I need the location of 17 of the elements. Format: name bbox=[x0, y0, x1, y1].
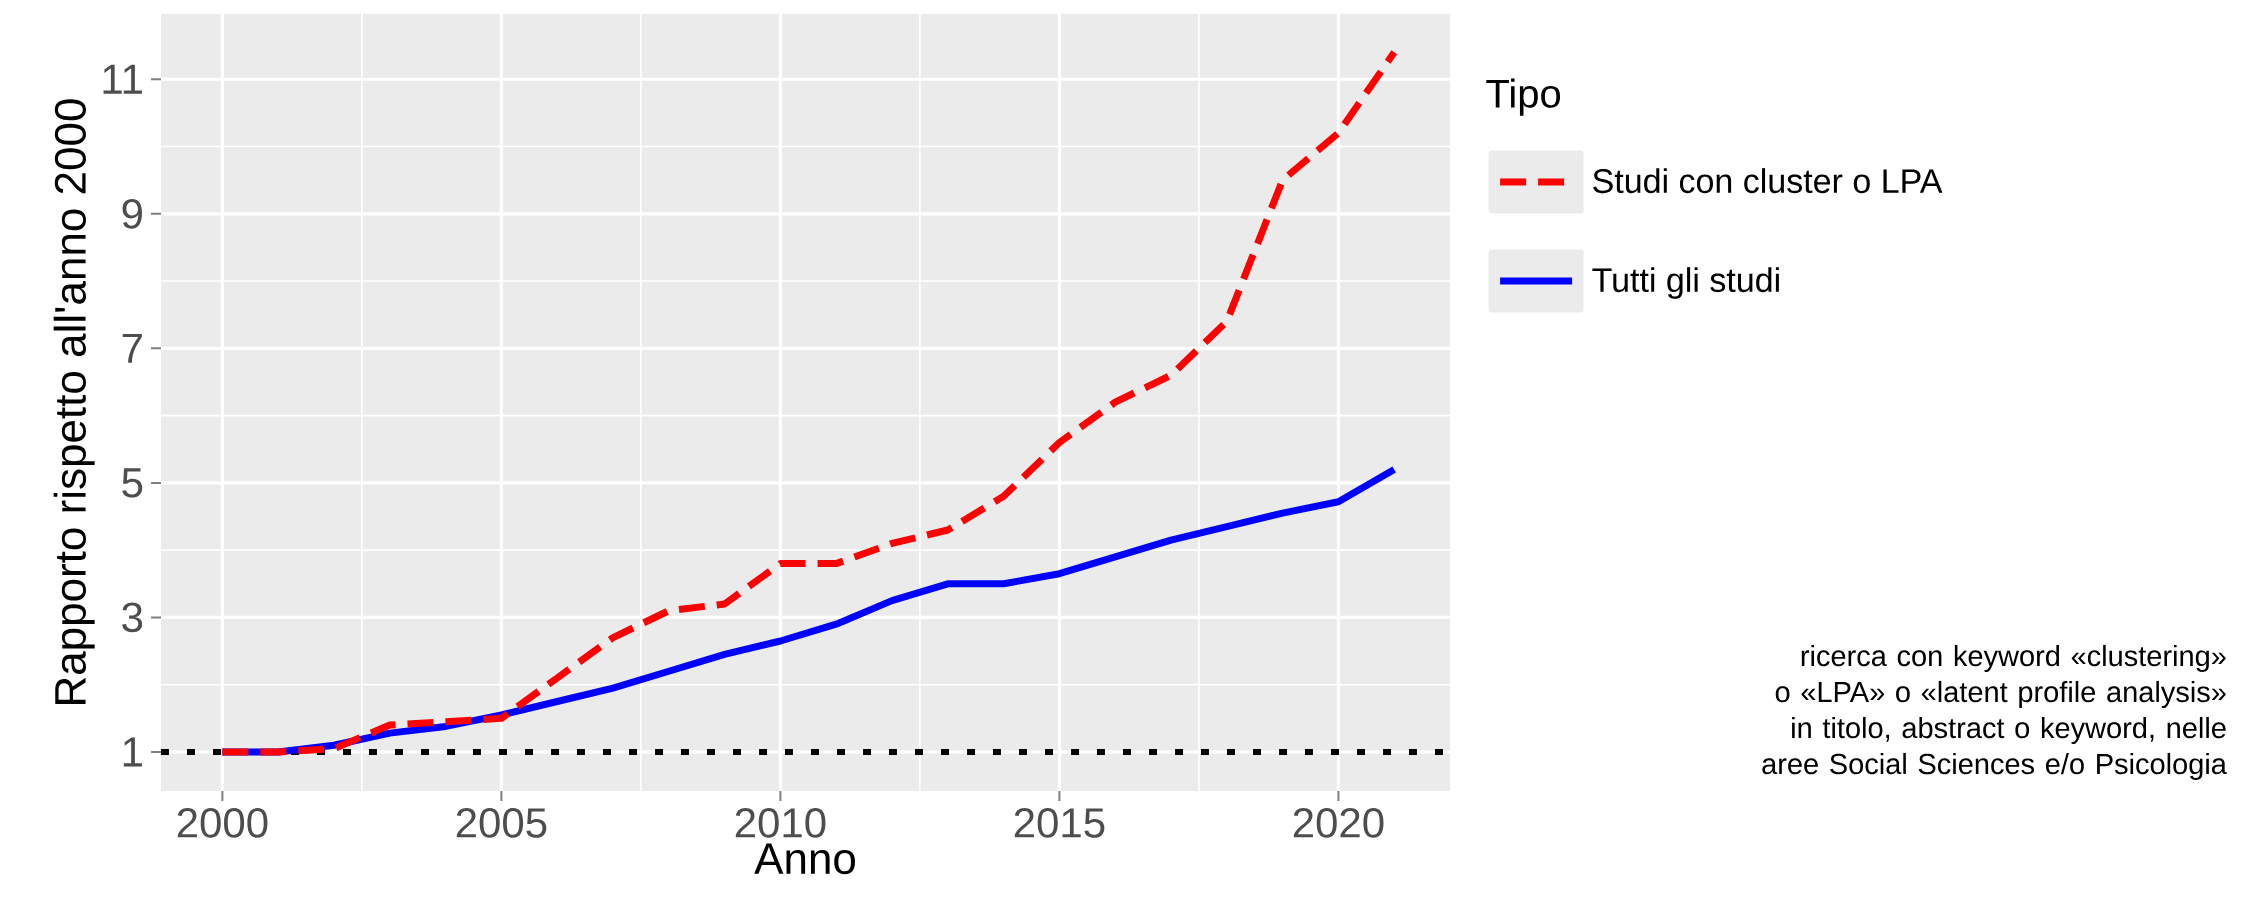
x-axis-title: Anno bbox=[754, 843, 856, 875]
x-tick-label: 2020 bbox=[1293, 808, 1384, 838]
y-tick-label: 5 bbox=[122, 468, 143, 498]
y-tick-label: 7 bbox=[122, 333, 142, 363]
x-tick-label: 2010 bbox=[735, 808, 826, 838]
y-axis-title: Rapporto rispetto all'anno 2000 bbox=[53, 99, 95, 704]
legend-label: Tutti gli studi bbox=[1592, 267, 1779, 299]
text: ricerca con keyword «clustering» o «LPA» o «latent profile analysis» in titolo, abstract o keyword, nelle aree Social Sciences e/o Psicologia bbox=[1762, 644, 2227, 780]
x-tick-label: 2000 bbox=[177, 808, 268, 838]
y-tick-label: 9 bbox=[122, 198, 142, 229]
x-tick-label: 2005 bbox=[456, 808, 547, 838]
x-tick-label: 2015 bbox=[1014, 808, 1105, 838]
legend-label: Studi con cluster o LPA bbox=[1593, 168, 1943, 194]
y-tick-label: 3 bbox=[122, 602, 143, 633]
y-tick-label: 1 bbox=[123, 737, 142, 767]
legend-title: Tipo bbox=[1486, 78, 1561, 116]
y-tick-label: 11 bbox=[103, 64, 142, 94]
